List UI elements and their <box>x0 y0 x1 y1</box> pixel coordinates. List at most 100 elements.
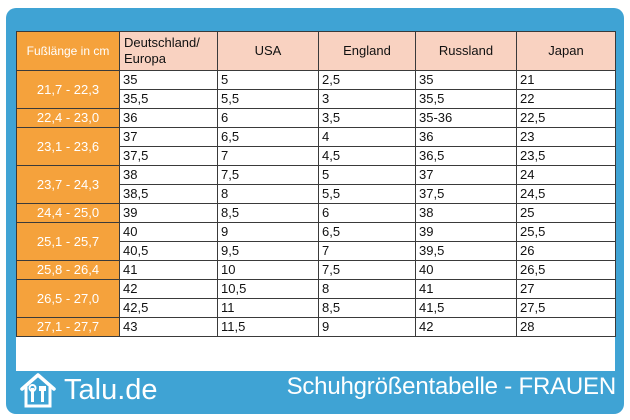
logo-text: Talu.de <box>64 373 158 406</box>
foot-length-range-cell: 24,4 - 25,0 <box>16 203 120 223</box>
jp-size-cell: 22,5 <box>516 108 616 128</box>
table-row: 21,7 - 22,3 35 5 2,5 35 21 <box>16 70 616 109</box>
jp-size-cell: 27 <box>516 279 616 299</box>
foot-length-range-cell: 23,1 - 23,6 <box>16 127 120 166</box>
size-table-container: Fußlänge in cm Deutschland/ Europa USA E… <box>16 31 616 371</box>
table-row: 26,5 - 27,0 42 10,5 8 41 27 <box>16 279 616 318</box>
us-size-cell: 8 <box>217 184 319 204</box>
foot-length-range-cell: 27,1 - 27,7 <box>16 317 120 337</box>
us-size-cell: 11,5 <box>217 317 319 337</box>
foot-length-range-cell: 26,5 - 27,0 <box>16 279 120 318</box>
uk-size-cell: 4 <box>318 127 416 147</box>
jp-size-cell: 21 <box>516 70 616 90</box>
header-germany-europe: Deutschland/ Europa <box>119 31 218 71</box>
table-row: 23,7 - 24,3 38 7,5 5 37 24 <box>16 165 616 204</box>
jp-size-cell: 26 <box>516 241 616 261</box>
page-title: Schuhgrößentabelle - FRAUEN <box>286 373 617 400</box>
us-size-cell: 6,5 <box>217 127 319 147</box>
eu-size-cell: 36 <box>119 108 218 128</box>
footer: Talu.de Schuhgrößentabelle - FRAUEN <box>6 366 624 412</box>
ru-size-cell: 36,5 <box>415 146 517 166</box>
us-size-cell: 9 <box>217 222 319 242</box>
eu-size-cell: 38,5 <box>119 184 218 204</box>
ru-size-cell: 40 <box>415 260 517 280</box>
foot-length-range-cell: 23,7 - 24,3 <box>16 165 120 204</box>
eu-size-cell: 39 <box>119 203 218 223</box>
table-row: 42,5 11 8,5 41,5 27,5 <box>17 298 616 318</box>
us-size-cell: 10 <box>217 260 319 280</box>
talu-logo: Talu.de <box>18 370 158 410</box>
header-foot-length: Fußlänge in cm <box>16 31 120 71</box>
uk-size-cell: 7 <box>318 241 416 261</box>
uk-size-cell: 2,5 <box>318 70 416 90</box>
us-size-cell: 5,5 <box>217 89 319 109</box>
ru-size-cell: 41 <box>415 279 517 299</box>
eu-size-cell: 42 <box>119 279 218 299</box>
ru-size-cell: 36 <box>415 127 517 147</box>
us-size-cell: 11 <box>217 298 319 318</box>
header-russia: Russland <box>415 31 517 71</box>
us-size-cell: 5 <box>217 70 319 90</box>
jp-size-cell: 26,5 <box>516 260 616 280</box>
ru-size-cell: 39 <box>415 222 517 242</box>
table-body: 21,7 - 22,3 35 5 2,5 35 21 35,5 5,5 3 35,5 22 22,4 … <box>16 70 616 337</box>
ru-size-cell: 39,5 <box>415 241 517 261</box>
header-england: England <box>318 31 416 71</box>
uk-size-cell: 9 <box>318 317 416 337</box>
table-row: 25,1 - 25,7 40 9 6,5 39 25,5 <box>16 222 616 261</box>
eu-size-cell: 38 <box>119 165 218 185</box>
uk-size-cell: 7,5 <box>318 260 416 280</box>
uk-size-cell: 8,5 <box>318 298 416 318</box>
jp-size-cell: 23 <box>516 127 616 147</box>
uk-size-cell: 3,5 <box>318 108 416 128</box>
eu-size-cell: 40,5 <box>119 241 218 261</box>
us-size-cell: 9,5 <box>217 241 319 261</box>
table-row: 22,4 - 23,0 36 6 3,5 35-36 22,5 <box>16 108 616 128</box>
ru-size-cell: 35 <box>415 70 517 90</box>
us-size-cell: 7 <box>217 146 319 166</box>
jp-size-cell: 22 <box>516 89 616 109</box>
ru-size-cell: 37 <box>415 165 517 185</box>
eu-size-cell: 37 <box>119 127 218 147</box>
foot-length-range-cell: 25,8 - 26,4 <box>16 260 120 280</box>
eu-size-cell: 35 <box>119 70 218 90</box>
table-row: 24,4 - 25,0 39 8,5 6 38 25 <box>16 203 616 223</box>
us-size-cell: 7,5 <box>217 165 319 185</box>
jp-size-cell: 27,5 <box>516 298 616 318</box>
eu-size-cell: 43 <box>119 317 218 337</box>
uk-size-cell: 3 <box>318 89 416 109</box>
table-row: 27,1 - 27,7 43 11,5 9 42 28 <box>16 317 616 337</box>
eu-size-cell: 37,5 <box>119 146 218 166</box>
jp-size-cell: 23,5 <box>516 146 616 166</box>
size-table: Fußlänge in cm Deutschland/ Europa USA E… <box>16 31 616 337</box>
uk-size-cell: 5,5 <box>318 184 416 204</box>
house-tools-icon <box>20 373 56 408</box>
table-row: 25,8 - 26,4 41 10 7,5 40 26,5 <box>16 260 616 280</box>
uk-size-cell: 4,5 <box>318 146 416 166</box>
eu-size-cell: 41 <box>119 260 218 280</box>
uk-size-cell: 6 <box>318 203 416 223</box>
uk-size-cell: 8 <box>318 279 416 299</box>
us-size-cell: 6 <box>217 108 319 128</box>
ru-size-cell: 35-36 <box>415 108 517 128</box>
table-row: 23,1 - 23,6 37 6,5 4 36 23 <box>16 127 616 166</box>
us-size-cell: 10,5 <box>217 279 319 299</box>
jp-size-cell: 25 <box>516 203 616 223</box>
header-row: Fußlänge in cm Deutschland/ Europa USA E… <box>16 31 616 71</box>
jp-size-cell: 24,5 <box>516 184 616 204</box>
ru-size-cell: 41,5 <box>415 298 517 318</box>
uk-size-cell: 6,5 <box>318 222 416 242</box>
ru-size-cell: 38 <box>415 203 517 223</box>
eu-size-cell: 40 <box>119 222 218 242</box>
eu-size-cell: 35,5 <box>119 89 218 109</box>
eu-size-cell: 42,5 <box>119 298 218 318</box>
foot-length-range-cell: 21,7 - 22,3 <box>16 70 120 109</box>
chart-frame: Fußlänge in cm Deutschland/ Europa USA E… <box>6 8 624 414</box>
jp-size-cell: 28 <box>516 317 616 337</box>
us-size-cell: 8,5 <box>217 203 319 223</box>
foot-length-range-cell: 25,1 - 25,7 <box>16 222 120 261</box>
jp-size-cell: 24 <box>516 165 616 185</box>
ru-size-cell: 42 <box>415 317 517 337</box>
header-usa: USA <box>217 31 319 71</box>
uk-size-cell: 5 <box>318 165 416 185</box>
